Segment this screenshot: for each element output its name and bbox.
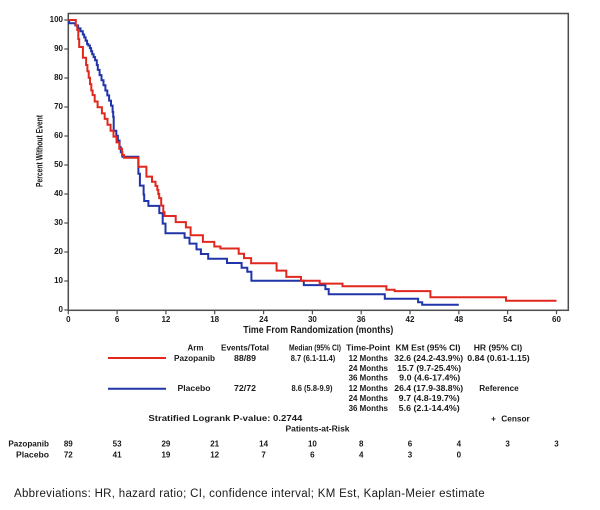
svg-text:Time-Point: Time-Point (346, 344, 390, 353)
svg-text:10: 10 (54, 276, 63, 285)
svg-text:9.7 (4.8-19.7%): 9.7 (4.8-19.7%) (399, 394, 460, 403)
svg-text:70: 70 (54, 102, 63, 111)
svg-text:12 Months: 12 Months (349, 384, 389, 393)
svg-text:41: 41 (113, 451, 122, 460)
svg-text:7: 7 (261, 451, 266, 460)
svg-text:60: 60 (552, 315, 561, 324)
svg-text:3: 3 (408, 451, 413, 460)
svg-text:6: 6 (115, 315, 120, 324)
svg-text:29: 29 (161, 439, 170, 448)
svg-text:90: 90 (54, 44, 63, 53)
svg-text:Time From Randomization (month: Time From Randomization (months) (243, 325, 393, 336)
svg-text:14: 14 (259, 439, 268, 448)
svg-text:36 Months: 36 Months (349, 404, 389, 413)
svg-text:18: 18 (210, 315, 219, 324)
svg-text:HR (95% CI): HR (95% CI) (474, 344, 523, 353)
svg-text:24: 24 (259, 315, 268, 324)
svg-text:Abbreviations: HR, hazard rati: Abbreviations: HR, hazard ratio; CI, con… (14, 488, 485, 500)
svg-text:KM Est (95% CI): KM Est (95% CI) (396, 344, 461, 353)
svg-text:+: + (491, 415, 496, 424)
svg-text:5.6 (2.1-14.4%): 5.6 (2.1-14.4%) (399, 404, 460, 413)
svg-text:12: 12 (161, 315, 170, 324)
svg-text:24 Months: 24 Months (349, 364, 389, 373)
svg-text:42: 42 (406, 315, 415, 324)
svg-text:72/72: 72/72 (234, 384, 257, 393)
svg-text:36: 36 (357, 315, 366, 324)
svg-text:Reference: Reference (479, 384, 519, 393)
svg-text:8: 8 (359, 439, 364, 448)
svg-text:Placebo: Placebo (178, 384, 211, 393)
svg-text:9.0 (4.6-17.4%): 9.0 (4.6-17.4%) (399, 374, 460, 383)
svg-text:8.6 (5.8-9.9): 8.6 (5.8-9.9) (292, 384, 333, 393)
svg-text:48: 48 (454, 315, 463, 324)
svg-text:89: 89 (64, 439, 73, 448)
svg-text:Arm: Arm (187, 344, 203, 353)
svg-text:Patients-at-Risk: Patients-at-Risk (286, 424, 351, 433)
svg-text:100: 100 (50, 15, 64, 24)
svg-text:0.84 (0.61-1.15): 0.84 (0.61-1.15) (467, 354, 530, 363)
svg-text:Pazopanib: Pazopanib (174, 354, 215, 363)
svg-text:Percent Without Event: Percent Without Event (35, 114, 46, 187)
svg-text:8.7 (6.1-11.4): 8.7 (6.1-11.4) (291, 354, 336, 363)
svg-text:Stratified Logrank P-value: 0.: Stratified Logrank P-value: 0.2744 (148, 414, 303, 423)
svg-text:20: 20 (54, 247, 63, 256)
svg-text:36 Months: 36 Months (349, 374, 389, 383)
svg-text:12 Months: 12 Months (349, 354, 389, 363)
svg-text:30: 30 (54, 218, 63, 227)
svg-text:6: 6 (310, 451, 315, 460)
svg-text:12: 12 (210, 451, 219, 460)
svg-text:Events/Total: Events/Total (221, 344, 269, 353)
svg-text:4: 4 (457, 439, 462, 448)
svg-text:72: 72 (64, 451, 73, 460)
svg-text:0: 0 (66, 315, 71, 324)
svg-text:6: 6 (408, 439, 413, 448)
svg-text:4: 4 (359, 451, 364, 460)
svg-text:60: 60 (54, 131, 63, 140)
svg-text:15.7 (9.7-25.4%): 15.7 (9.7-25.4%) (397, 364, 461, 373)
svg-text:88/89: 88/89 (234, 354, 257, 363)
svg-text:40: 40 (54, 189, 63, 198)
svg-text:24 Months: 24 Months (349, 394, 389, 403)
svg-text:Median (95% CI): Median (95% CI) (289, 344, 341, 353)
svg-text:10: 10 (308, 439, 317, 448)
svg-text:Censor: Censor (501, 415, 530, 424)
svg-text:0: 0 (457, 451, 462, 460)
svg-text:21: 21 (210, 439, 219, 448)
svg-text:Placebo: Placebo (16, 451, 49, 460)
svg-text:26.4 (17.9-38.8%): 26.4 (17.9-38.8%) (394, 384, 463, 393)
svg-text:80: 80 (54, 73, 63, 82)
svg-text:3: 3 (505, 439, 510, 448)
svg-text:19: 19 (161, 451, 170, 460)
svg-text:30: 30 (308, 315, 317, 324)
svg-text:Pazopanib: Pazopanib (8, 439, 49, 448)
svg-text:3: 3 (554, 439, 559, 448)
svg-text:0: 0 (59, 305, 64, 314)
svg-text:50: 50 (54, 160, 63, 169)
svg-text:54: 54 (503, 315, 512, 324)
svg-text:32.6 (24.2-43.9%): 32.6 (24.2-43.9%) (394, 354, 463, 363)
svg-text:53: 53 (113, 439, 122, 448)
